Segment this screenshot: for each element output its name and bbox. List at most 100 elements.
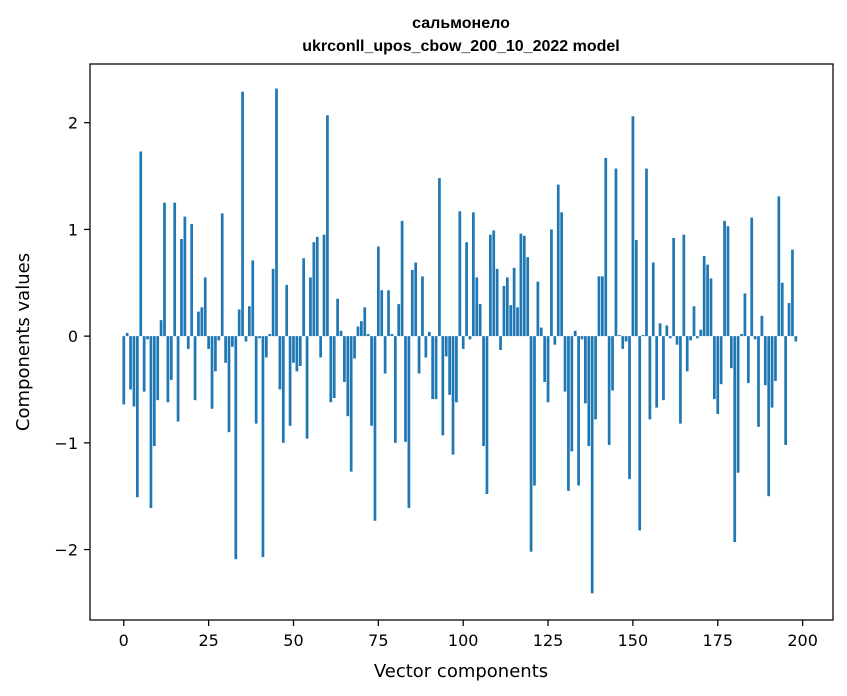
plot-frame xyxy=(89,63,834,621)
bar xyxy=(298,336,302,367)
bar xyxy=(499,336,502,350)
bar xyxy=(556,184,560,337)
bar xyxy=(373,336,377,521)
bar xyxy=(529,336,533,552)
chart-subtitle: ukrconll_upos_cbow_200_10_2022 model xyxy=(302,38,619,55)
y-axis-label: Components values xyxy=(13,253,34,431)
bar xyxy=(139,151,143,337)
bar xyxy=(176,336,180,422)
bar xyxy=(264,336,268,358)
bar xyxy=(431,336,435,400)
bar xyxy=(655,336,659,408)
bar xyxy=(505,277,509,337)
bar xyxy=(461,336,465,349)
bar xyxy=(197,311,200,337)
bar xyxy=(668,336,672,339)
bar xyxy=(414,262,418,337)
bar xyxy=(651,262,655,337)
bar xyxy=(169,336,173,380)
bar xyxy=(410,269,414,337)
bar xyxy=(244,336,248,342)
bar xyxy=(203,277,207,337)
bar xyxy=(125,332,129,337)
bar xyxy=(275,88,278,337)
bar xyxy=(794,336,798,342)
bar xyxy=(584,336,587,404)
bar xyxy=(407,336,411,508)
bar xyxy=(621,336,625,349)
bar xyxy=(217,336,221,341)
bar xyxy=(173,202,177,337)
bar xyxy=(784,336,788,445)
bar xyxy=(533,336,536,486)
bar xyxy=(757,336,760,427)
bar xyxy=(231,336,234,347)
bar xyxy=(261,336,265,558)
bar xyxy=(536,281,540,337)
bar xyxy=(590,336,594,594)
bar xyxy=(397,304,401,337)
bar xyxy=(631,116,635,337)
bar xyxy=(699,329,703,337)
y-tick-label: 2 xyxy=(68,114,78,133)
bar xyxy=(648,336,652,420)
bar xyxy=(478,304,482,337)
bar xyxy=(180,239,183,337)
bar xyxy=(329,336,333,403)
bar xyxy=(312,242,316,337)
bar xyxy=(326,115,329,337)
bar xyxy=(336,298,339,337)
bar xyxy=(580,336,584,340)
bar xyxy=(770,336,774,408)
bar xyxy=(502,285,506,337)
bar xyxy=(241,91,244,337)
bar xyxy=(587,336,591,447)
bar xyxy=(567,336,570,491)
bar xyxy=(183,216,187,337)
bar xyxy=(132,336,136,407)
bar xyxy=(200,307,204,337)
bar xyxy=(288,336,292,426)
bar xyxy=(679,336,682,424)
bar xyxy=(696,336,699,339)
x-axis-label: Vector components xyxy=(374,661,548,682)
bar xyxy=(713,336,716,400)
bar xyxy=(573,330,577,337)
bar xyxy=(665,325,669,337)
x-tick-label: 125 xyxy=(533,631,564,650)
bar xyxy=(220,213,224,337)
bar xyxy=(662,336,665,401)
bar xyxy=(122,336,126,405)
bar xyxy=(753,336,757,340)
bar xyxy=(254,336,258,424)
bar xyxy=(736,336,740,473)
bar xyxy=(750,217,754,337)
bar xyxy=(522,235,526,337)
bar xyxy=(434,336,438,400)
bar xyxy=(363,307,367,337)
bar xyxy=(760,315,764,337)
bar xyxy=(149,336,153,508)
bar xyxy=(271,268,275,337)
x-tick-label: 100 xyxy=(448,631,479,650)
bar xyxy=(617,335,621,337)
x-tick-label: 150 xyxy=(618,631,649,650)
bar xyxy=(224,336,227,363)
bar xyxy=(210,336,214,409)
bar xyxy=(787,303,791,337)
bar xyxy=(526,257,530,337)
x-axis-ticks: 0 25 50 75 100 125 150 175 200 xyxy=(119,620,818,650)
bar xyxy=(641,335,645,337)
bar xyxy=(424,336,428,358)
bar xyxy=(248,306,251,337)
bar xyxy=(421,276,424,337)
bar xyxy=(427,331,431,337)
bar xyxy=(356,326,360,337)
bar xyxy=(539,327,543,337)
bar xyxy=(495,268,499,337)
bar xyxy=(611,336,614,391)
bar xyxy=(251,260,255,337)
bar xyxy=(685,336,689,372)
bar xyxy=(343,336,346,383)
bar xyxy=(740,334,743,337)
